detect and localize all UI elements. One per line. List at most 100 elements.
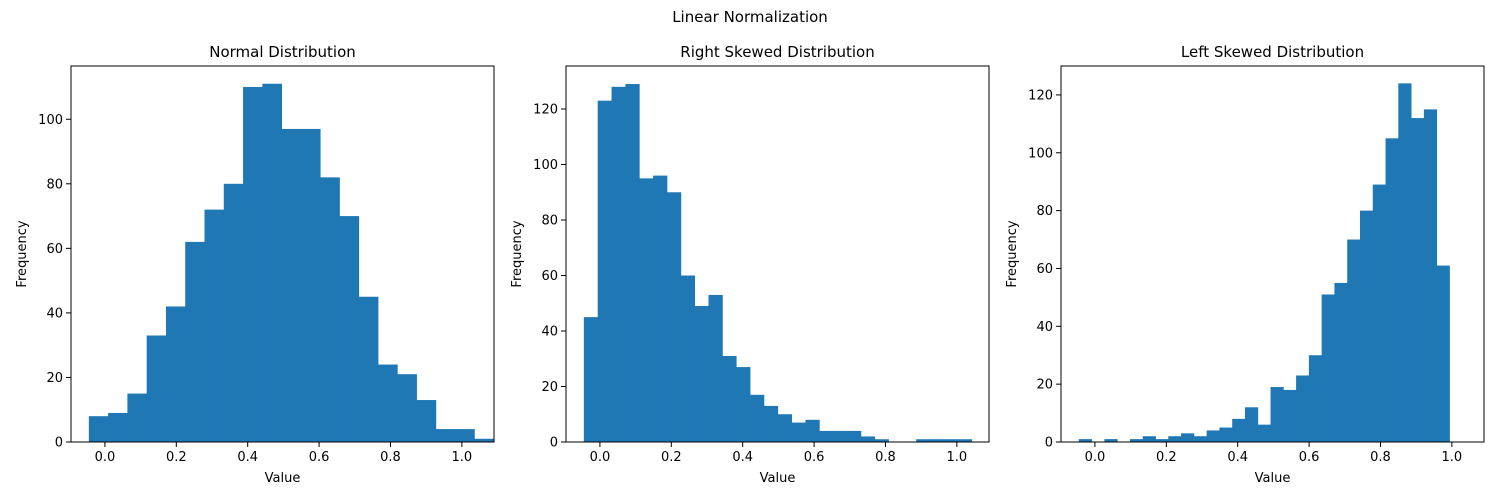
histogram-bar xyxy=(146,335,167,442)
histogram-bar xyxy=(435,429,456,442)
y-axis-label: Frequency xyxy=(15,220,30,287)
histogram-bar xyxy=(300,128,321,442)
histogram-bar xyxy=(694,306,709,442)
histogram-bar xyxy=(1193,436,1208,442)
histogram-bar xyxy=(860,436,876,442)
x-tick-label: 1.0 xyxy=(452,450,473,465)
histogram-bar xyxy=(262,83,283,442)
histogram-bar xyxy=(377,364,398,442)
bars xyxy=(583,84,973,443)
y-tick-label: 80 xyxy=(1036,204,1053,219)
histogram-bar xyxy=(1308,355,1323,442)
histogram-bar xyxy=(653,175,668,443)
histogram-bar xyxy=(204,209,225,442)
histogram-bar xyxy=(1296,375,1310,442)
histogram-bar xyxy=(1168,436,1182,442)
panel-left-skewed-distribution: Left Skewed Distribution Value Frequency… xyxy=(1005,43,1485,486)
y-axis-label: Frequency xyxy=(1005,220,1020,287)
y-tick-label: 100 xyxy=(38,113,63,128)
y-tick-label: 100 xyxy=(533,158,558,173)
histogram-bar xyxy=(1411,118,1425,442)
histogram-bar xyxy=(930,439,945,442)
y-tick-label: 0 xyxy=(1045,436,1053,451)
x-tick-label: 1.0 xyxy=(947,450,968,465)
histogram-bar xyxy=(455,429,475,442)
histogram-bar xyxy=(320,177,340,442)
histogram-bar xyxy=(108,412,128,442)
histogram-bar xyxy=(397,374,417,442)
x-tick-label: 0.4 xyxy=(237,450,258,465)
bars xyxy=(88,83,495,443)
histogram-bar xyxy=(791,422,806,442)
histogram-bar xyxy=(943,439,959,442)
histogram-bar xyxy=(680,275,696,442)
histogram-bar xyxy=(1423,109,1438,442)
histogram-bar xyxy=(722,355,737,442)
histogram-bar xyxy=(1347,239,1361,442)
plot-frame xyxy=(70,65,495,443)
histogram-bar xyxy=(1129,439,1144,442)
histogram-bar xyxy=(416,400,437,442)
panel-normal-distribution: Normal Distribution Value Frequency 0.0 0… xyxy=(15,43,495,486)
histogram-bar xyxy=(88,416,109,442)
plot-frame xyxy=(1060,65,1485,443)
y-tick-label: 120 xyxy=(1028,88,1053,103)
histogram-bar xyxy=(583,317,599,442)
histogram-bar xyxy=(1232,418,1246,442)
plot-frame xyxy=(565,65,990,443)
x-tick-label: 0.0 xyxy=(1085,450,1106,465)
panel-title: Normal Distribution xyxy=(209,43,356,61)
y-tick-label: 60 xyxy=(46,242,63,257)
histogram-bar xyxy=(1321,294,1335,442)
histogram-bar xyxy=(1219,427,1233,442)
histogram-bar xyxy=(1372,184,1386,442)
histogram-bar xyxy=(1359,210,1374,442)
x-tick-label: 0.0 xyxy=(95,450,116,465)
x-axis-label: Value xyxy=(1255,471,1291,486)
histogram-bar xyxy=(819,430,834,442)
x-tick-label: 0.2 xyxy=(661,450,682,465)
histogram-bar xyxy=(165,306,186,442)
histogram-bar xyxy=(1244,407,1259,442)
histogram-bar xyxy=(1283,389,1297,442)
histogram-bar xyxy=(833,430,848,442)
histogram-bar xyxy=(1155,439,1169,442)
y-tick-label: 20 xyxy=(1036,378,1053,393)
histogram-bar xyxy=(474,438,495,442)
y-tick-label: 40 xyxy=(541,325,558,340)
panel-right-skewed-distribution: Right Skewed Distribution Value Frequenc… xyxy=(510,43,990,486)
panel-title: Left Skewed Distribution xyxy=(1181,43,1364,61)
x-tick-label: 0.8 xyxy=(380,450,401,465)
x-tick-label: 0.8 xyxy=(1370,450,1391,465)
x-tick-label: 0.6 xyxy=(1299,450,1320,465)
histogram-bar xyxy=(1334,282,1348,442)
y-tick-label: 40 xyxy=(1036,320,1053,335)
histogram-bar xyxy=(847,430,862,442)
histogram-bar xyxy=(763,405,779,442)
histogram-bar xyxy=(281,128,302,442)
histogram-bar xyxy=(916,439,931,442)
histogram-bar xyxy=(1142,436,1156,442)
y-tick-label: 0 xyxy=(550,436,558,451)
y-tick-label: 40 xyxy=(46,306,63,321)
histogram-bar xyxy=(1257,424,1271,442)
histogram-bar xyxy=(1078,439,1093,442)
histogram-bar xyxy=(127,393,148,442)
y-tick-label: 60 xyxy=(1036,262,1053,277)
histogram-bar xyxy=(1385,138,1399,442)
histogram-bar xyxy=(339,216,360,442)
histogram-bar xyxy=(223,183,244,443)
y-axis-label: Frequency xyxy=(510,220,525,287)
histogram-bar xyxy=(1206,430,1220,442)
histogram-bar xyxy=(957,439,973,442)
bars xyxy=(1078,83,1450,442)
histogram-bar xyxy=(625,84,640,442)
histogram-bar xyxy=(777,414,792,442)
y-tick-label: 80 xyxy=(46,177,63,192)
histogram-bar xyxy=(874,439,889,442)
y-tick-label: 120 xyxy=(533,103,558,118)
panel-title: Right Skewed Distribution xyxy=(680,43,874,61)
histogram-bar xyxy=(805,419,820,442)
histogram-bar xyxy=(750,394,765,442)
